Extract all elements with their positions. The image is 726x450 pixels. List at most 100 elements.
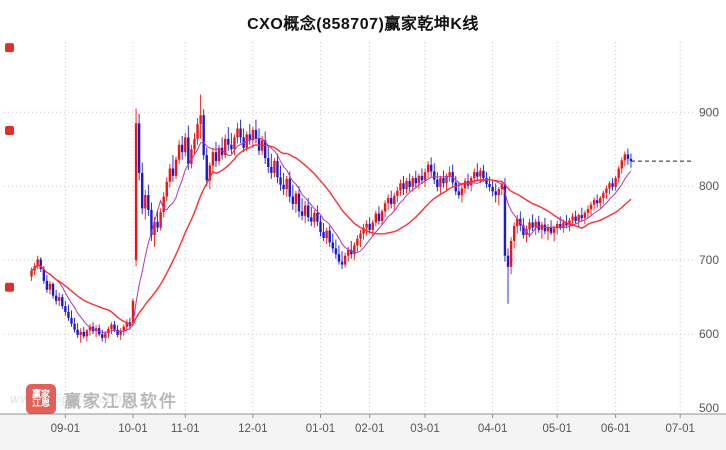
- candle-body: [300, 211, 304, 216]
- candle-body: [386, 198, 390, 204]
- candle-body: [107, 328, 110, 334]
- candle-body: [30, 270, 33, 277]
- y-axis-labels: 500 600 700 800 900: [699, 105, 719, 415]
- candle-body: [233, 137, 236, 150]
- candle-body: [76, 329, 79, 335]
- candle-body: [288, 178, 291, 197]
- candle-body: [574, 216, 577, 221]
- candle-body: [297, 193, 301, 212]
- candle-body: [61, 297, 64, 307]
- candle-body: [208, 165, 212, 181]
- candle-body: [137, 123, 141, 173]
- candle-body: [54, 295, 58, 301]
- candle-body: [405, 181, 408, 190]
- candle-body: [131, 300, 135, 324]
- candle-body: [436, 179, 439, 187]
- x-tick-label: 03-01: [410, 423, 439, 435]
- candle-body: [180, 144, 184, 153]
- candle-body: [595, 200, 599, 204]
- ma-fast-line: [31, 137, 632, 333]
- candle-body: [442, 178, 445, 184]
- x-tick-label: 06-01: [601, 423, 630, 435]
- candle-body: [540, 224, 544, 230]
- candle-body: [319, 221, 322, 233]
- candle-body: [58, 297, 61, 301]
- candle-body: [224, 138, 227, 156]
- left-marker-icon: [5, 126, 14, 136]
- candle-body: [285, 178, 288, 190]
- left-markers: [5, 43, 14, 292]
- candle-body: [528, 222, 531, 230]
- candle-body: [270, 166, 273, 173]
- candle-body: [82, 331, 85, 337]
- candle-body: [144, 195, 147, 209]
- candle-body: [589, 204, 593, 210]
- candle-body: [251, 130, 255, 141]
- candle-body: [331, 242, 334, 249]
- candle-body: [45, 280, 49, 290]
- candle-body: [473, 172, 476, 179]
- candle-body: [417, 175, 421, 184]
- candle-body: [119, 330, 122, 335]
- candle-body: [350, 249, 353, 255]
- candle-body: [565, 222, 568, 226]
- y-tick-label: 900: [699, 105, 719, 119]
- candle-body: [562, 222, 565, 227]
- candle-body: [67, 311, 70, 318]
- candle-body: [36, 259, 39, 267]
- candle-body: [463, 181, 467, 189]
- candle-body: [571, 216, 574, 221]
- candle-body: [556, 223, 559, 229]
- candle-body: [267, 158, 270, 167]
- candle-body: [70, 317, 73, 324]
- candle-body: [190, 149, 193, 165]
- candle-body: [568, 220, 571, 226]
- candle-body: [184, 137, 187, 153]
- candle-body: [147, 195, 150, 210]
- candle-body: [141, 172, 144, 209]
- candle-body: [359, 233, 362, 239]
- candle-body: [411, 178, 414, 187]
- candle-body: [353, 245, 356, 255]
- candle-body: [506, 255, 510, 267]
- candle-body: [263, 140, 267, 159]
- candle-body: [171, 168, 175, 176]
- candle-body: [614, 178, 617, 187]
- candle-body: [485, 178, 488, 184]
- candle-body: [165, 181, 168, 197]
- candle-body: [503, 183, 507, 256]
- candle-body: [488, 183, 491, 187]
- candle-body: [620, 160, 623, 169]
- candle-body: [605, 188, 608, 193]
- candle-body: [273, 161, 276, 173]
- candle-body: [393, 195, 396, 204]
- candle-body: [497, 189, 500, 196]
- candle-body: [279, 177, 282, 185]
- candle-body: [546, 226, 550, 232]
- candle-body: [362, 227, 365, 234]
- candle-body: [448, 172, 451, 176]
- candle-body: [205, 155, 208, 181]
- gridlines: [4, 42, 694, 414]
- candle-body: [113, 324, 116, 330]
- candle-body: [110, 324, 113, 329]
- candle-body: [303, 205, 307, 216]
- candle-body: [217, 147, 221, 162]
- candle-body: [586, 209, 590, 213]
- candle-body: [51, 283, 55, 296]
- candle-body: [254, 130, 258, 139]
- candle-body: [134, 123, 138, 261]
- candle-body: [599, 198, 602, 204]
- candle-body: [174, 159, 178, 176]
- x-tick-label: 05-01: [542, 423, 571, 435]
- candle-body: [307, 205, 310, 218]
- candle-body: [168, 168, 172, 182]
- ma-slow-line: [31, 144, 632, 326]
- candle-body: [162, 196, 165, 213]
- candle-body: [202, 115, 205, 156]
- candle-body: [433, 171, 436, 180]
- candle-body: [623, 154, 627, 161]
- candle-body: [248, 134, 251, 141]
- candle-body: [79, 331, 82, 335]
